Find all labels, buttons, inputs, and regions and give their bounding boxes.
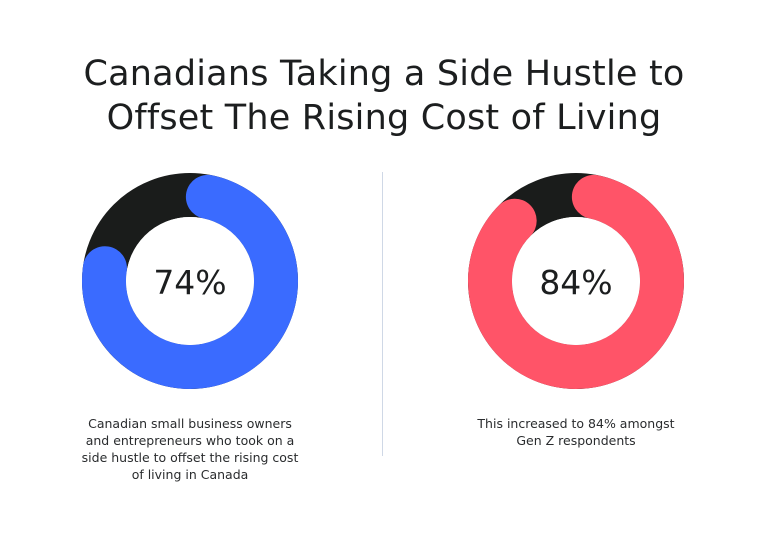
- donut-left-caption: Canadian small business owners and entre…: [65, 415, 315, 483]
- donut-right-caption: This increased to 84% amongst Gen Z resp…: [451, 415, 701, 449]
- donut-right-caption-line: Gen Z respondents: [516, 433, 636, 448]
- donut-left-caption-line: and entrepreneurs who took on a: [85, 433, 295, 448]
- donut-chart-right: [468, 173, 684, 390]
- donut-right-hole: [512, 217, 640, 345]
- center-divider: [382, 172, 383, 456]
- donut-left-value-label: 74%: [153, 263, 227, 302]
- chart-title-line-1: Canadians Taking a Side Hustle to: [83, 54, 685, 94]
- donut-right-value-arc: [468, 173, 684, 390]
- chart-title-line-2: Offset The Rising Cost of Living: [106, 98, 662, 138]
- chart-title: Canadians Taking a Side Hustle to Offset…: [0, 52, 768, 140]
- donut-left-caption-line: side hustle to offset the rising cost: [81, 450, 299, 465]
- donut-right-caption-line: This increased to 84% amongst: [477, 416, 675, 431]
- donut-left-caption-line: Canadian small business owners: [88, 416, 292, 431]
- donut-right-value-label: 84%: [539, 263, 613, 302]
- donut-left-hole: [126, 217, 254, 345]
- donut-chart-left: [82, 173, 298, 389]
- donut-left-value-arc: [82, 173, 298, 389]
- donut-left-caption-line: of living in Canada: [131, 467, 249, 482]
